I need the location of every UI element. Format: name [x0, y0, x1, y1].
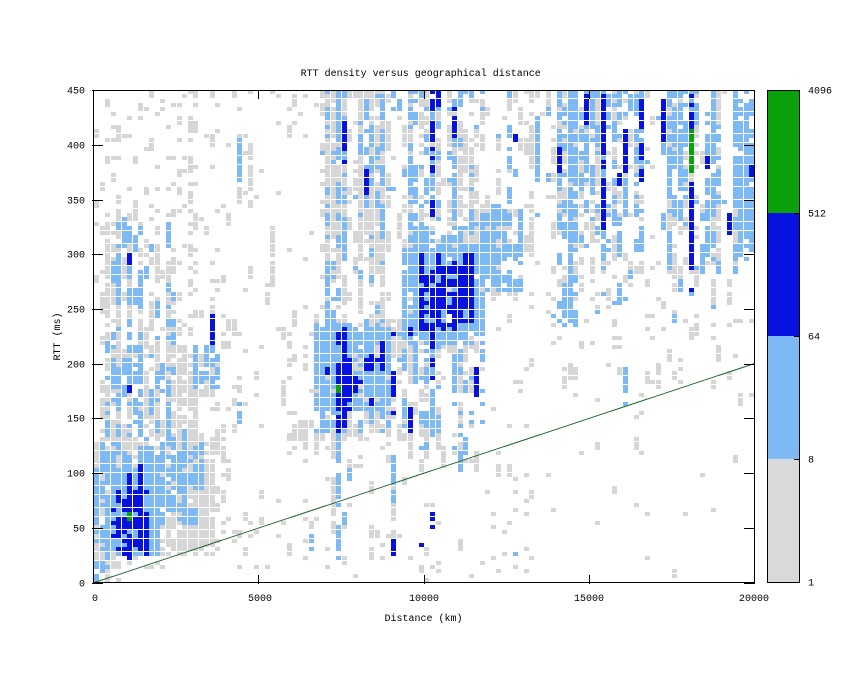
svg-text:20000: 20000: [739, 594, 769, 605]
svg-text:0: 0: [79, 580, 85, 591]
svg-text:100: 100: [67, 470, 85, 481]
svg-text:5000: 5000: [248, 594, 272, 605]
svg-text:15000: 15000: [574, 594, 604, 605]
svg-text:RTT (ms): RTT (ms): [52, 312, 64, 360]
svg-text:4096: 4096: [808, 87, 832, 98]
svg-text:250: 250: [67, 306, 85, 317]
svg-text:300: 300: [67, 251, 85, 262]
svg-text:RTT density versus geographica: RTT density versus geographical distance: [301, 68, 541, 80]
svg-text:8: 8: [808, 456, 814, 467]
svg-text:0: 0: [92, 594, 98, 605]
svg-text:450: 450: [67, 87, 85, 98]
svg-text:350: 350: [67, 197, 85, 208]
svg-text:50: 50: [73, 525, 85, 536]
svg-text:400: 400: [67, 142, 85, 153]
svg-text:Distance (km): Distance (km): [384, 613, 462, 625]
svg-text:200: 200: [67, 361, 85, 372]
svg-text:512: 512: [808, 210, 826, 221]
svg-text:150: 150: [67, 415, 85, 426]
svg-text:1: 1: [808, 579, 814, 590]
svg-text:64: 64: [808, 333, 820, 344]
svg-text:10000: 10000: [409, 594, 439, 605]
